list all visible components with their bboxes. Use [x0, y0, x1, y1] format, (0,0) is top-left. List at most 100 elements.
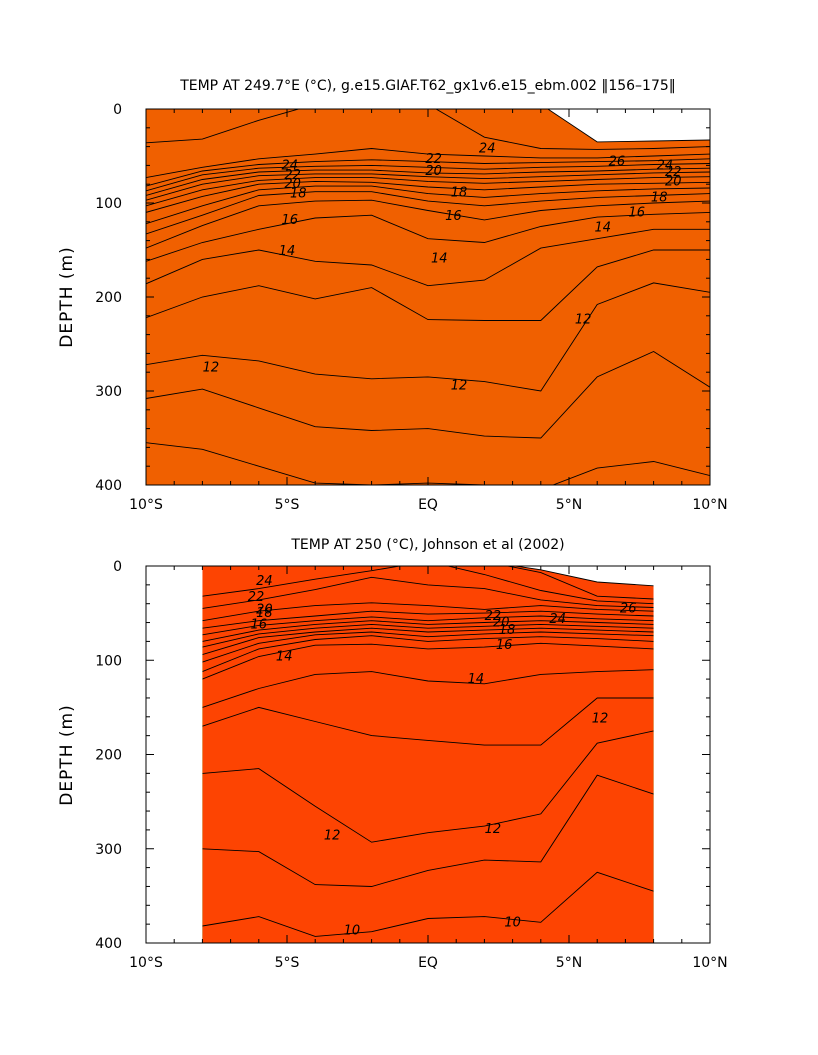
bottom-panel-isotherm-22	[202, 602, 654, 622]
bottom-panel-fill-layer	[202, 566, 654, 1004]
bottom-panel-isotherm-16	[202, 631, 654, 663]
top-panel-isotherm-20	[146, 171, 710, 201]
bottom-panel-contour-label: 14	[468, 672, 485, 687]
top-panel-isotherm-18	[146, 180, 710, 213]
bottom-panel-contour-label: 18	[499, 623, 516, 638]
bottom-panel-contour-label: 16	[496, 638, 513, 653]
bottom-panel-contour-label: 10	[344, 924, 361, 939]
top-panel-y-tick-label: 300	[95, 384, 122, 400]
top-panel-isotherm-13	[146, 228, 710, 287]
top-panel-x-tick-label: 5°S	[275, 497, 300, 513]
top-panel-contour-label: 20	[425, 164, 442, 179]
bottom-panel-x-tick-label: 10°S	[129, 955, 163, 971]
bottom-panel-contour-label: 22	[248, 590, 265, 605]
top-panel-isotherm-15	[146, 199, 710, 249]
bottom-panel-contour-label: 26	[620, 601, 637, 616]
top-panel-contour-label: 14	[279, 244, 296, 259]
top-panel-contour-label: 20	[665, 174, 682, 189]
bottom-panel-isotherm-27	[512, 566, 654, 587]
bottom-panel-isotherm-13	[202, 669, 654, 708]
top-panel-contour-label: 26	[609, 155, 626, 170]
top-panel-isotherm-24	[146, 148, 710, 179]
top-panel-isotherm-12	[146, 249, 710, 321]
bottom-panel-isotherm-19	[202, 620, 654, 642]
bottom-panel-contour-label: 12	[592, 712, 609, 727]
bottom-panel-isotherm-14	[202, 642, 654, 680]
bottom-panel-contour-label: 14	[276, 650, 293, 665]
top-panel-contour-layer	[146, 109, 710, 485]
bottom-panel-contour-layer	[202, 566, 654, 937]
top-panel-contour-label: 12	[203, 361, 220, 376]
top-panel-title: TEMP AT 249.7°E (°C), g.e15.GIAF.T62_gx1…	[179, 78, 676, 94]
bottom-panel-contour-label: 22	[485, 609, 502, 624]
bottom-panel-contour-label: 20	[256, 602, 273, 617]
bottom-panel-x-tick-label: 5°N	[556, 955, 582, 971]
bottom-panel-isotherm-20	[202, 615, 654, 636]
top-panel-contour-label: 24	[282, 158, 299, 173]
top-panel-y-tick-label: 400	[95, 478, 122, 494]
bottom-panel-x-tick-label: EQ	[418, 955, 438, 971]
top-panel-contour-label: 14	[431, 252, 448, 267]
top-panel-isotherm-21	[146, 167, 710, 196]
bottom-panel-isotherm-21	[202, 610, 654, 629]
top-panel-y-tick-label: 100	[95, 196, 122, 212]
top-panel-x-tick-label: 10°N	[692, 497, 727, 513]
top-panel-contour-label: 24	[479, 142, 496, 157]
top-panel-isotherm-22	[146, 163, 710, 192]
bottom-panel-isotherm-10	[202, 871, 654, 937]
top-panel: TEMP AT 249.7°E (°C), g.e15.GIAF.T62_gx1…	[57, 78, 728, 513]
top-panel-contour-label: 18	[290, 187, 307, 202]
top-panel-contour-label: 18	[651, 190, 668, 205]
bottom-panel-y-tick-label: 200	[95, 748, 122, 764]
bottom-panel-isotherm-10.5	[202, 774, 654, 887]
top-panel-contour-label: 24	[657, 158, 674, 173]
bottom-panel-contour-label: 18	[256, 606, 273, 621]
top-panel-contour-label: 22	[425, 152, 442, 167]
bottom-panel-isotherm-11	[202, 730, 654, 843]
top-panel-contour-label: 22	[665, 165, 682, 180]
bottom-panel-contour-label: 12	[324, 829, 341, 844]
bottom-panel-isotherm-18	[202, 623, 654, 648]
top-panel-contour-label: 18	[451, 186, 468, 201]
bottom-panel: TEMP AT 250 (°C), Johnson et al (2002) D…	[57, 537, 728, 1004]
top-panel-contour-label: 12	[575, 313, 592, 328]
bottom-panel-band-9	[202, 1000, 653, 1004]
top-panel-x-tick-label: 10°S	[129, 497, 163, 513]
bottom-panel-isotherm-12	[202, 697, 654, 746]
top-panel-contour-label: 12	[451, 378, 468, 393]
top-panel-contour-label: 16	[628, 205, 645, 220]
bottom-panel-title: TEMP AT 250 (°C), Johnson et al (2002)	[290, 537, 564, 553]
top-panel-isotherm-17	[146, 185, 710, 225]
top-panel-contour-label: 20	[284, 177, 301, 192]
top-panel-x-tick-label: 5°N	[556, 497, 582, 513]
bottom-panel-y-axis-label: DEPTH (m)	[57, 704, 77, 805]
bottom-panel-band-27	[202, 566, 654, 943]
top-panel-isotherm-11.5	[146, 282, 710, 392]
bottom-panel-y-tick-label: 0	[113, 559, 122, 575]
top-panel-contour-label: 16	[282, 213, 299, 228]
top-panel-isotherm-19	[146, 176, 710, 207]
bottom-panel-contour-label: 10	[504, 915, 521, 930]
top-panel-isotherm-16	[146, 191, 710, 235]
top-panel-y-axis-label: DEPTH (m)	[57, 246, 77, 347]
top-panel-contour-label: 14	[595, 220, 612, 235]
bottom-panel-x-tick-label: 5°S	[275, 955, 300, 971]
bottom-panel-y-tick-label: 100	[95, 653, 122, 669]
top-panel-y-tick-label: 0	[113, 102, 122, 118]
bottom-panel-x-tick-label: 10°N	[692, 955, 727, 971]
top-panel-isotherm-25	[146, 109, 710, 150]
top-panel-y-tick-label: 200	[95, 290, 122, 306]
bottom-panel-contour-label: 24	[256, 574, 273, 589]
bottom-panel-isotherm-24	[202, 566, 654, 605]
top-panel-x-tick-label: EQ	[418, 497, 438, 513]
bottom-panel-isotherm-23	[202, 576, 654, 609]
bottom-panel-contour-label: 20	[493, 616, 510, 631]
top-panel-isotherm-23	[146, 158, 710, 187]
bottom-panel-isotherm-26	[505, 566, 654, 600]
bottom-panel-y-tick-label: 400	[95, 936, 122, 952]
top-panel-isotherm-14	[146, 211, 710, 262]
bottom-panel-y-tick-label: 300	[95, 842, 122, 858]
bottom-panel-contour-label: 24	[549, 612, 566, 627]
top-panel-isotherm-11	[146, 350, 710, 439]
